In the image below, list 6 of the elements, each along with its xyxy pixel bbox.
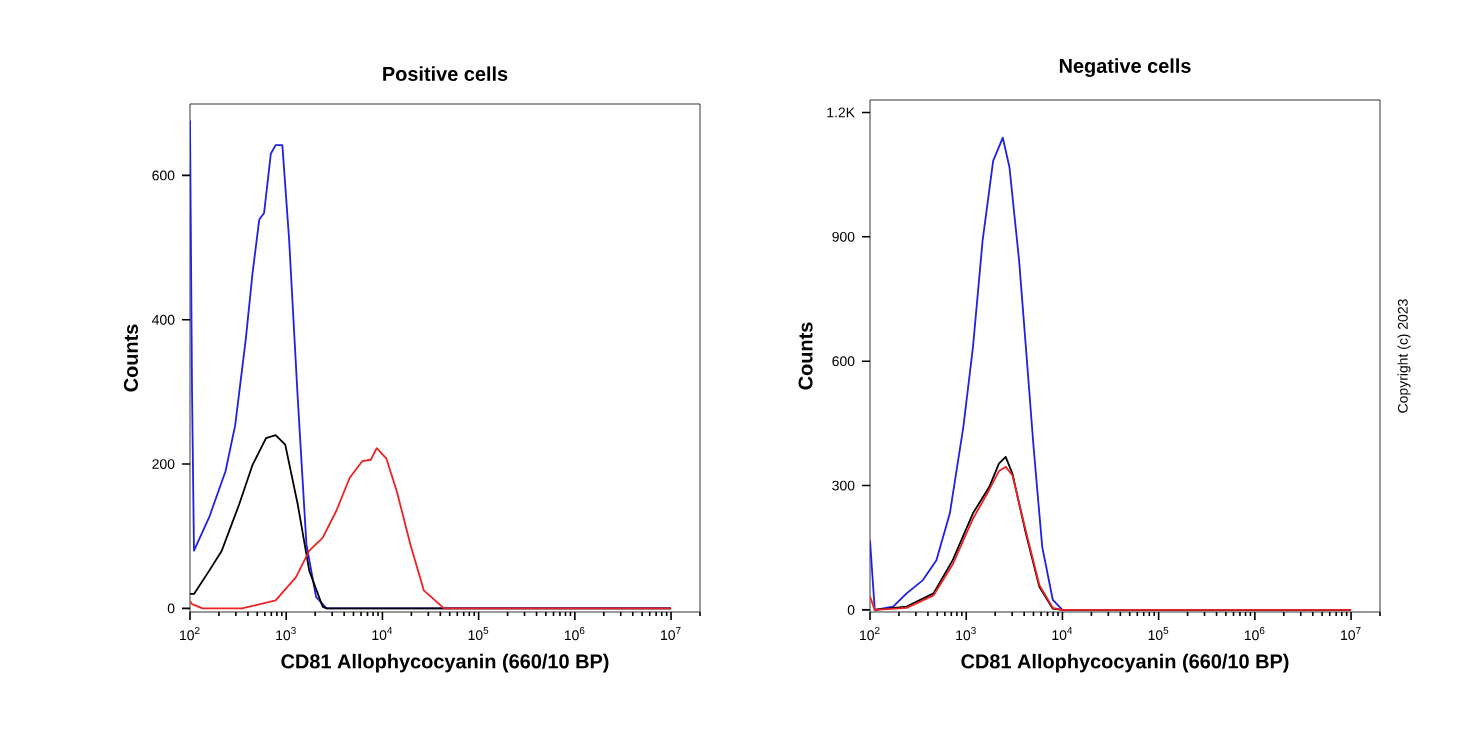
chart-title: Positive cells (383, 66, 508, 81)
x-axis-title: CD81 Allophycocyanin (660/10 BP) (961, 653, 1289, 673)
y-axis-title: Counts (123, 324, 139, 392)
chart-title: Negative cells (1059, 58, 1191, 77)
x-axis-title: CD81 Allophycocyanin (660/10 BP) (281, 653, 609, 673)
y-axis-title: Counts (798, 322, 813, 390)
